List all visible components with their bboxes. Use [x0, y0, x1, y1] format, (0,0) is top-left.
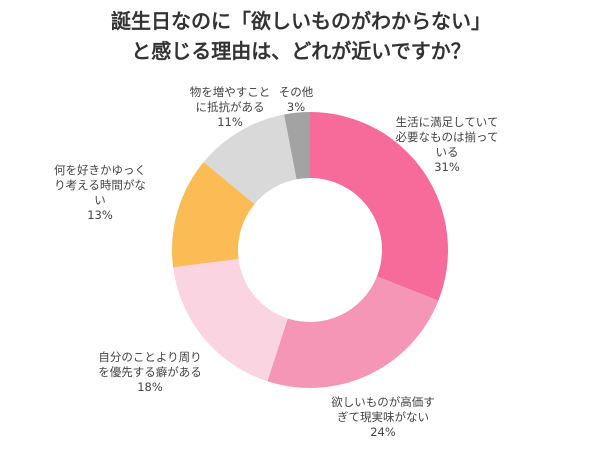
slice-value-label: 13% — [87, 208, 113, 222]
slice-label-text: いる — [435, 145, 459, 159]
title-line-2: と感じる理由は、どれが近いですか？ — [131, 39, 471, 63]
slice-label-text: 自分のことより周り — [98, 350, 202, 364]
donut-slice — [172, 162, 255, 268]
slice-label-text: 物を増やすこと — [189, 85, 271, 99]
slice-label-text: 何を好きかゆっく — [54, 163, 146, 177]
donut-slice — [203, 114, 297, 205]
slice-label: 自分のことより周り を優先する癖がある 18% — [80, 350, 220, 395]
slice-label-text: い — [94, 193, 106, 207]
slice-label-text: 欲しいものが高価す — [331, 395, 435, 409]
slice-label-text: 生活に満足していて — [395, 115, 499, 129]
slice-value-label: 3% — [286, 100, 306, 114]
slice-label-text: 必要なものは揃って — [395, 130, 499, 144]
slice-label: 何を好きかゆっく り考える時間がない 13% — [30, 163, 170, 223]
donut-slice — [284, 112, 310, 180]
slice-label-text: ぎて現実味がない — [337, 410, 429, 424]
slice-value-label: 24% — [370, 425, 396, 439]
slice-label: その他 3% — [226, 85, 366, 115]
slice-label-text: に抵抗がある — [195, 100, 265, 114]
slice-value-label: 31% — [434, 160, 460, 174]
chart-title: 誕生日なのに「欲しいものがわからない」 と感じる理由は、どれが近いですか？ — [0, 6, 602, 66]
donut-slice — [267, 276, 439, 388]
donut-slice — [173, 259, 288, 382]
donut-slice — [310, 112, 448, 301]
slice-label: 生活に満足していて 必要なものは揃って いる 31% — [377, 115, 517, 175]
slice-label: 物を増やすこと に抵抗がある 11% — [160, 85, 300, 130]
slice-label-text: を優先する癖がある — [98, 365, 202, 379]
slice-value-label: 18% — [137, 380, 163, 394]
slice-label: 欲しいものが高価す ぎて現実味がない 24% — [313, 395, 453, 440]
slice-label-text: その他 — [278, 85, 314, 99]
slice-label-text: り考える時間がな — [54, 178, 146, 192]
title-line-1: 誕生日なのに「欲しいものがわからない」 — [111, 9, 491, 33]
slice-value-label: 11% — [217, 115, 243, 129]
